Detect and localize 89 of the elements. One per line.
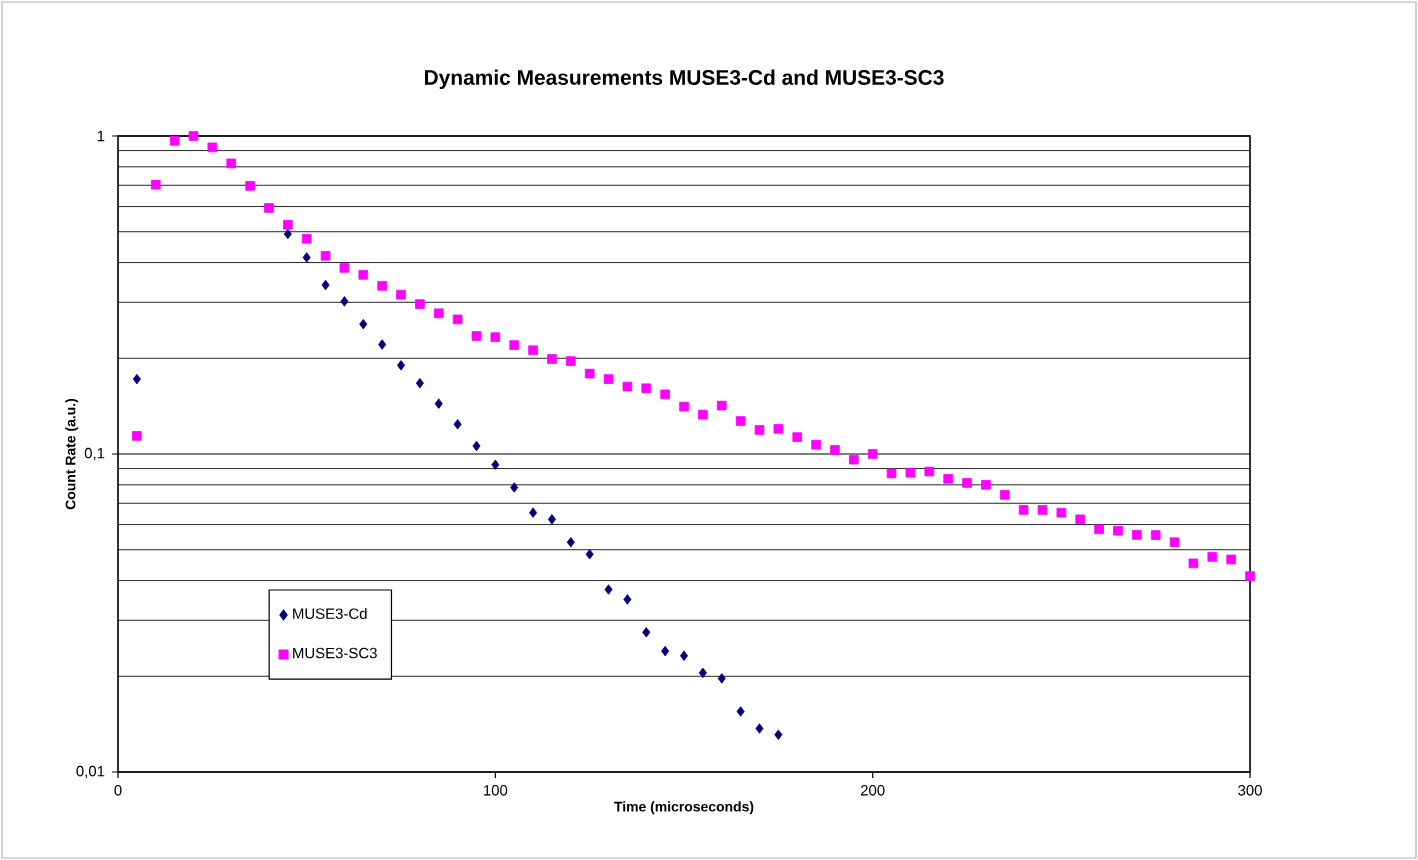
point xyxy=(415,377,424,389)
point xyxy=(150,179,161,190)
point xyxy=(510,482,519,493)
point xyxy=(604,584,613,595)
point xyxy=(680,650,689,661)
point xyxy=(736,706,745,717)
point xyxy=(566,356,576,366)
point xyxy=(962,478,972,488)
point xyxy=(1169,537,1180,548)
point xyxy=(471,331,482,341)
point xyxy=(1018,505,1029,515)
point xyxy=(830,445,840,455)
point xyxy=(283,228,292,240)
point xyxy=(245,181,255,191)
point xyxy=(321,279,330,291)
point xyxy=(773,424,784,434)
point xyxy=(491,459,500,470)
point xyxy=(207,142,218,153)
point xyxy=(661,645,670,657)
point xyxy=(774,729,783,740)
point xyxy=(169,135,180,146)
point xyxy=(132,431,142,441)
point xyxy=(999,490,1010,500)
point xyxy=(358,270,369,280)
point xyxy=(584,368,595,379)
point xyxy=(359,318,368,330)
point xyxy=(1113,525,1123,536)
point xyxy=(1075,514,1086,525)
point xyxy=(716,400,727,411)
point xyxy=(566,537,575,548)
point xyxy=(905,467,916,478)
point xyxy=(1150,530,1161,540)
point xyxy=(453,419,462,430)
point xyxy=(434,398,443,409)
point xyxy=(264,203,274,213)
point xyxy=(415,299,425,309)
point xyxy=(698,667,707,679)
point xyxy=(679,401,689,412)
point xyxy=(472,440,481,452)
point xyxy=(339,263,350,273)
point xyxy=(490,332,501,342)
point xyxy=(396,289,406,300)
point xyxy=(924,466,935,477)
point xyxy=(943,473,953,484)
point xyxy=(528,345,538,356)
point xyxy=(622,381,633,392)
point xyxy=(1245,571,1255,581)
point xyxy=(811,439,821,450)
point xyxy=(735,416,746,426)
point xyxy=(849,454,859,465)
point xyxy=(698,409,708,420)
point xyxy=(623,594,632,605)
point xyxy=(642,627,651,638)
point xyxy=(340,296,349,307)
point xyxy=(981,480,991,490)
point xyxy=(509,340,520,350)
point xyxy=(188,131,199,141)
point xyxy=(452,314,463,325)
point xyxy=(397,360,406,371)
point xyxy=(1094,524,1104,535)
point xyxy=(320,251,331,261)
point xyxy=(755,723,764,734)
point xyxy=(1188,558,1199,569)
point xyxy=(585,549,594,560)
point xyxy=(433,308,444,319)
point xyxy=(717,673,726,684)
point xyxy=(132,373,141,385)
point xyxy=(302,252,311,263)
point xyxy=(641,383,652,394)
point xyxy=(867,449,878,459)
point xyxy=(283,219,293,230)
point xyxy=(547,514,556,525)
point xyxy=(1207,552,1218,562)
point xyxy=(301,234,312,244)
point xyxy=(529,507,538,518)
point xyxy=(603,374,614,384)
chart-title: Dynamic Measurements MUSE3-Cd and MUSE3-SC3 xyxy=(424,69,944,90)
point xyxy=(792,432,803,442)
point xyxy=(754,425,765,435)
point xyxy=(1037,505,1048,515)
point xyxy=(377,281,387,291)
point xyxy=(660,389,670,400)
point xyxy=(547,354,557,364)
point xyxy=(1226,554,1236,565)
point xyxy=(1132,530,1142,540)
point xyxy=(378,339,387,350)
point xyxy=(886,468,897,479)
point xyxy=(226,158,237,169)
point xyxy=(1056,507,1067,518)
